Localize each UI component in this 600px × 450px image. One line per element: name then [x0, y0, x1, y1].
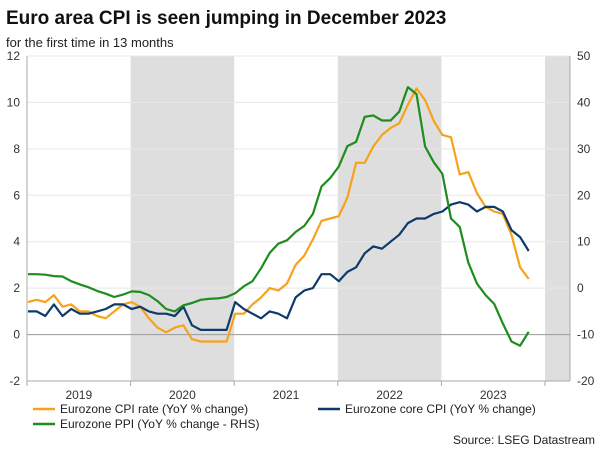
year-label: 2022 [376, 388, 403, 402]
left-tick-label: 6 [13, 188, 20, 202]
source-note: Source: LSEG Datastream [453, 433, 595, 447]
left-tick-label: 2 [13, 281, 20, 295]
chart-title: Euro area CPI is seen jumping in Decembe… [6, 8, 446, 29]
right-tick-label: 20 [577, 188, 591, 202]
series-line-1 [28, 201, 530, 331]
left-tick-label: 12 [7, 49, 21, 63]
shaded-band-2024 [545, 56, 570, 381]
year-label: 2021 [273, 388, 300, 402]
right-tick-label: 30 [577, 142, 591, 156]
shaded-band-2020 [130, 56, 235, 381]
left-tick-label: 0 [13, 328, 20, 342]
right-tick-label: 40 [577, 95, 591, 109]
left-tick-label: 4 [13, 235, 20, 249]
year-label: 2020 [169, 388, 196, 402]
right-tick-label: 0 [577, 281, 584, 295]
year-label: 2023 [480, 388, 507, 402]
left-tick-label: 10 [7, 95, 21, 109]
legend-label: Eurozone core CPI (YoY % change) [345, 402, 536, 416]
right-tick-label: 50 [577, 49, 591, 63]
year-label: 2019 [65, 388, 92, 402]
left-tick-label: -2 [9, 374, 20, 388]
right-tick-label: 10 [577, 235, 591, 249]
legend-label: Eurozone PPI (YoY % change - RHS) [60, 417, 259, 431]
right-tick-label: -10 [577, 328, 595, 342]
chart-subtitle: for the first time in 13 months [6, 35, 174, 50]
right-tick-label: -20 [577, 374, 595, 388]
series-line-0 [27, 87, 530, 343]
left-tick-label: 8 [13, 142, 20, 156]
legend-label: Eurozone CPI rate (YoY % change) [60, 402, 248, 416]
series-line-2 [28, 85, 530, 347]
